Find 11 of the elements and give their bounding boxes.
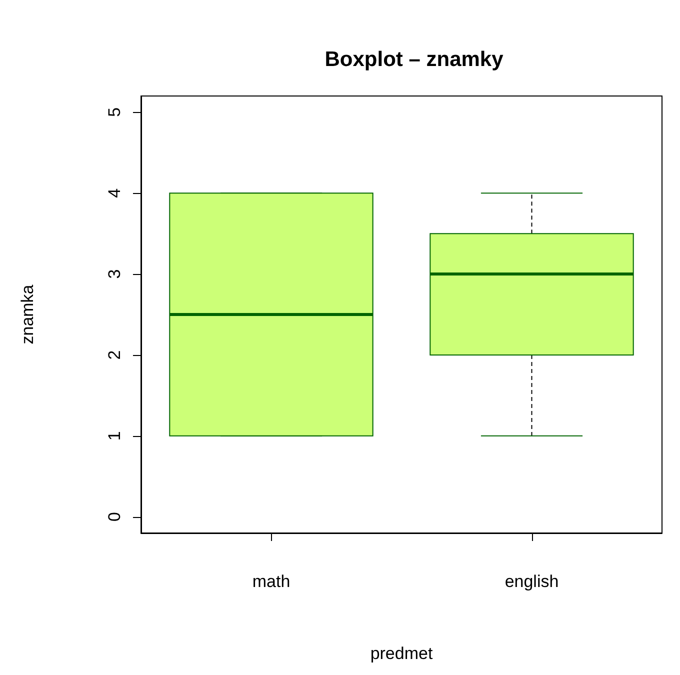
x-axis-title: predmet: [370, 644, 433, 663]
y-tick-label: 2: [105, 350, 124, 360]
y-axis-title: znamka: [18, 284, 37, 344]
y-tick-label: 0: [105, 512, 124, 522]
x-tick-label: english: [504, 572, 559, 591]
y-tick-label: 5: [105, 107, 124, 117]
x-tick-label: math: [252, 572, 290, 591]
y-tick-label: 3: [105, 269, 124, 279]
chart-title: Boxplot – znamky: [324, 48, 504, 71]
y-tick-label: 4: [105, 188, 124, 198]
y-tick-label: 1: [105, 431, 124, 441]
